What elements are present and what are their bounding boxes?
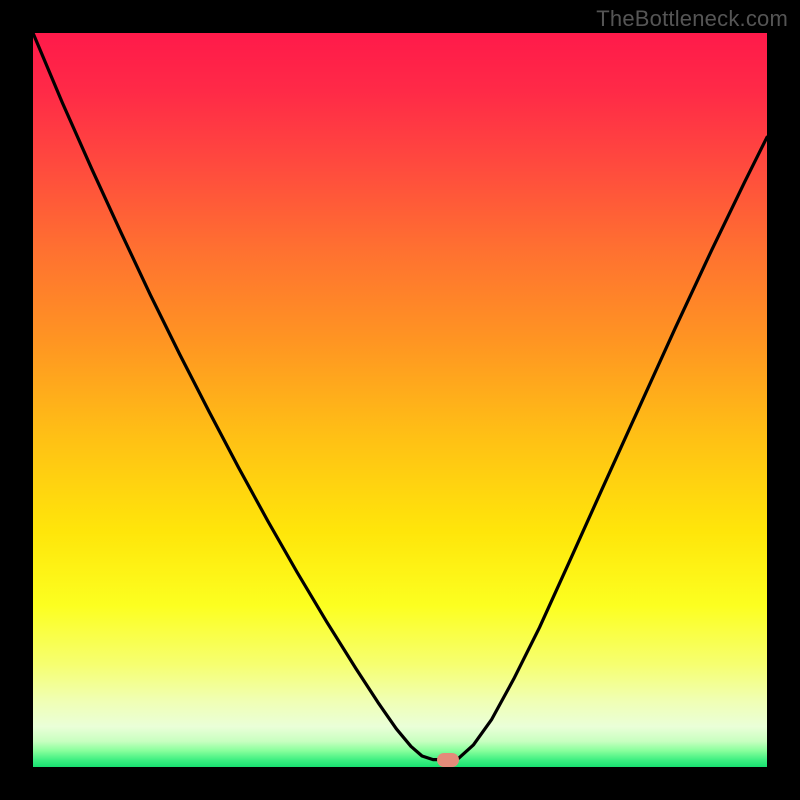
watermark-text: TheBottleneck.com	[596, 6, 788, 32]
optimum-marker	[437, 753, 459, 767]
plot-area	[33, 33, 767, 767]
bottleneck-curve	[33, 33, 767, 767]
